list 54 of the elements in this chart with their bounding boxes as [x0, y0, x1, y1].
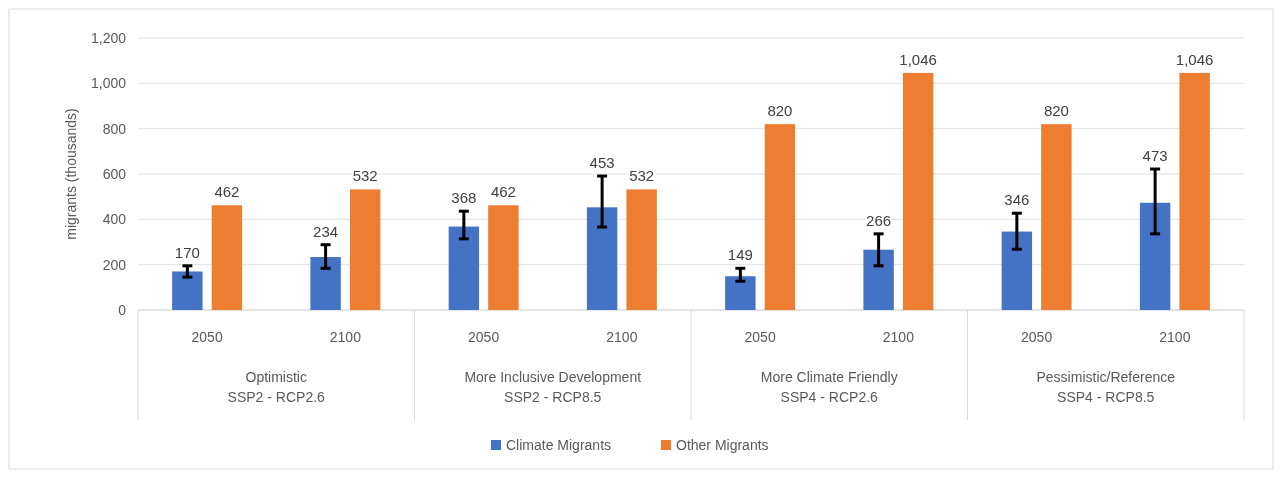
bar: [488, 205, 519, 310]
bar: [310, 256, 341, 310]
data-label: 170: [174, 243, 200, 261]
data-label: 532: [352, 167, 378, 185]
text: More Inclusive Development SSP2 - RCP8.5: [464, 369, 642, 405]
bar: [448, 226, 480, 310]
legend-label: Other Migrants: [676, 437, 769, 453]
y-tick-label: 0: [118, 302, 127, 318]
bar: [1001, 231, 1033, 310]
data-label: 453: [589, 154, 615, 172]
x-tick-label: 2050: [468, 329, 500, 345]
x-tick-label: 2100: [1159, 329, 1191, 345]
bar: [211, 205, 243, 310]
y-axis-title: migrants (thousands): [63, 108, 79, 240]
bar: [1139, 202, 1171, 310]
text: More Climate Friendly SSP4 - RCP2.6: [760, 369, 898, 405]
data-label: 346: [1004, 191, 1030, 209]
y-tick-label: 600: [102, 166, 127, 182]
data-label: 368: [451, 189, 477, 207]
bar: [863, 249, 894, 310]
data-label: 473: [1142, 147, 1168, 165]
bar: [1041, 124, 1072, 310]
y-tick-label: 200: [102, 256, 127, 273]
data-label: 234: [313, 222, 339, 240]
data-label: 1,046: [1175, 50, 1214, 68]
data-label: 462: [490, 183, 516, 201]
x-tick-label: 2100: [882, 329, 915, 345]
x-tick-label: 2050: [744, 329, 776, 345]
bar: [172, 271, 203, 310]
data-label: 1,046: [899, 50, 937, 68]
text: Pessimistic/Reference SSP4 - RCP8.5: [1036, 369, 1176, 405]
bar: [902, 72, 934, 310]
y-tick-label: 800: [102, 120, 127, 137]
x-tick-label: 2050: [191, 329, 223, 345]
data-label: 820: [767, 102, 793, 120]
legend-label: Climate Migrants: [506, 437, 612, 453]
x-tick-label: 2100: [329, 329, 362, 345]
text: Optimistic SSP2 - RCP2.6: [227, 369, 326, 405]
y-tick-label: 1,200: [90, 30, 127, 46]
bar: [1179, 72, 1210, 310]
bar: [626, 189, 657, 310]
data-label: 149: [727, 246, 753, 264]
data-label: 266: [866, 211, 892, 229]
bar: [586, 207, 618, 310]
y-tick-label: 400: [102, 211, 127, 228]
x-tick-label: 2050: [1021, 329, 1053, 345]
data-label: 820: [1043, 102, 1069, 120]
bar: [725, 276, 756, 310]
bar: [764, 124, 796, 310]
x-tick-label: 2100: [606, 329, 638, 345]
y-tick-label: 1,000: [90, 75, 127, 92]
data-label: 532: [629, 167, 655, 185]
bar: [349, 189, 381, 310]
data-label: 462: [214, 183, 240, 201]
